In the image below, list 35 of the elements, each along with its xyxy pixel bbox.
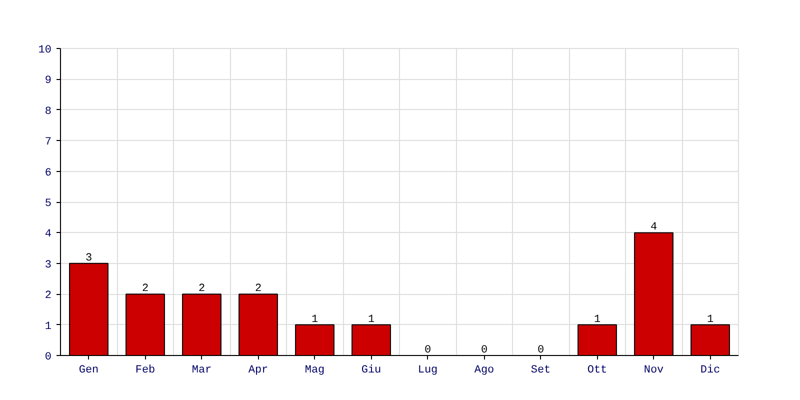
x-tick-label: Nov [644, 364, 664, 376]
x-tick-label: Dic [700, 364, 720, 376]
data-label: 4 [650, 222, 658, 234]
x-tick-label: Mar [192, 364, 212, 376]
data-label: 1 [706, 314, 714, 326]
y-tick-label: 2 [44, 290, 52, 302]
data-label: 1 [594, 314, 601, 326]
y-tick-label: 9 [44, 75, 52, 88]
x-tick-label: Ott [587, 364, 608, 376]
data-label: 0 [424, 344, 432, 356]
data-label: 2 [198, 283, 206, 296]
y-tick-label: 0 [44, 352, 52, 364]
y-tick-label: 4 [44, 228, 52, 241]
data-label: 0 [537, 344, 544, 356]
y-tick-label: 5 [44, 198, 52, 210]
y-tick-label: 8 [44, 106, 52, 118]
x-tick-label: Mag [304, 364, 325, 376]
data-label: 1 [368, 314, 375, 326]
x-tick-label: Ago [474, 364, 494, 376]
y-tick-label: 1 [44, 320, 52, 333]
y-tick-label: 10 [38, 44, 52, 56]
x-tick-label: Set [530, 364, 551, 376]
data-label: 2 [142, 283, 149, 296]
y-tick-label: 7 [44, 136, 52, 149]
y-tick-label: 6 [44, 167, 52, 180]
data-label: 2 [254, 283, 262, 296]
x-tick-label: Apr [248, 364, 268, 376]
data-label: 3 [85, 252, 92, 264]
x-tick-label: Giu [361, 364, 382, 376]
data-label: 0 [480, 344, 488, 356]
x-tick-label: Gen [78, 364, 99, 376]
x-tick-label: Lug [418, 364, 438, 376]
y-tick-label: 3 [44, 259, 52, 272]
data-label: 1 [311, 314, 318, 326]
x-tick-label: Feb [135, 364, 156, 376]
